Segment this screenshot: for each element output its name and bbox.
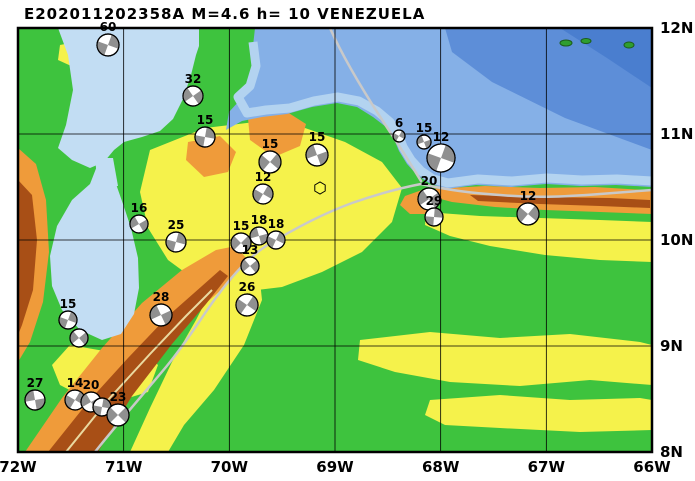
lon-label: 66W <box>633 458 671 476</box>
deep-caribbean <box>445 28 652 150</box>
focal-mechanism-ball[interactable] <box>164 230 188 254</box>
depth-label: 16 <box>131 201 148 215</box>
focal-mechanism-ball[interactable] <box>391 128 407 144</box>
depth-label: 6 <box>395 116 403 130</box>
depth-label: 18 <box>268 217 285 231</box>
water-bodies <box>50 28 652 340</box>
station-hexagon[interactable] <box>314 181 326 195</box>
depth-label: 12 <box>255 170 272 184</box>
focal-mechanism-ball[interactable] <box>127 212 152 237</box>
depth-label: 20 <box>83 378 100 392</box>
focal-mechanism-ball[interactable] <box>66 325 91 350</box>
lon-label: 70W <box>211 458 249 476</box>
lon-label: 69W <box>316 458 354 476</box>
depth-label: 25 <box>168 218 185 232</box>
graticule <box>18 28 652 452</box>
shallow-coastal-water <box>233 41 652 188</box>
focal-mechanism-ball[interactable] <box>179 82 207 110</box>
depth-label: 29 <box>426 194 443 208</box>
island <box>559 39 573 47</box>
depth-label: 14 <box>67 376 84 390</box>
lat-label: 9N <box>660 337 683 355</box>
focal-mechanism-ball[interactable] <box>193 125 216 148</box>
focal-mechanism-ball[interactable] <box>23 388 46 411</box>
lon-label: 67W <box>528 458 566 476</box>
focal-mechanism-ball[interactable] <box>264 228 288 252</box>
focal-mechanism-ball[interactable] <box>303 141 331 169</box>
depth-label: 12 <box>433 130 450 144</box>
plate-boundary-line <box>93 28 652 452</box>
focal-mechanism-ball[interactable] <box>424 207 444 227</box>
lon-label: 71W <box>105 458 143 476</box>
focal-mechanism-ball[interactable] <box>513 199 544 230</box>
lat-label: 10N <box>660 231 693 249</box>
map-frame <box>16 26 654 454</box>
depth-label: 15 <box>309 130 326 144</box>
island <box>623 41 635 49</box>
depth-label: 18 <box>251 213 268 227</box>
focal-mechanism-ball[interactable] <box>423 140 459 176</box>
depth-label: 12 <box>520 189 537 203</box>
lat-label: 11N <box>660 125 693 143</box>
lat-label: 8N <box>660 443 683 461</box>
focal-mechanism-ball[interactable] <box>146 300 175 329</box>
depth-label: 15 <box>233 219 250 233</box>
island <box>580 38 592 44</box>
depth-label: 23 <box>110 390 127 404</box>
focal-mechanism-ball[interactable] <box>248 225 270 247</box>
depth-label: 32 <box>185 72 202 86</box>
depth-label: 15 <box>262 137 279 151</box>
axis-labels: 72W 71W 70W 69W 68W 67W 66W 12N 11N 10N 9N 8N <box>0 19 693 476</box>
focal-mechanism-ball[interactable] <box>249 180 276 207</box>
focal-mechanism-ball[interactable] <box>94 31 122 59</box>
depth-label: 15 <box>60 297 77 311</box>
focal-mechanism-ball[interactable] <box>415 133 433 151</box>
plot-title: E202011202358A M=4.6 h= 10 VENEZUELA <box>24 5 426 23</box>
gulf-of-venezuela <box>58 28 199 168</box>
depth-label: 15 <box>197 113 214 127</box>
focal-mechanism-ball[interactable] <box>255 147 286 178</box>
focal-mechanism-ball[interactable] <box>56 308 79 331</box>
depth-label: 15 <box>416 121 433 135</box>
depth-label: 28 <box>153 290 170 304</box>
lon-label: 72W <box>0 458 37 476</box>
lon-label: 68W <box>422 458 460 476</box>
focal-mechanism-ball[interactable] <box>227 229 255 257</box>
lat-label: 12N <box>660 19 693 37</box>
focal-mechanism-ball[interactable] <box>102 399 133 430</box>
depth-label: 26 <box>239 280 256 294</box>
depth-label: 13 <box>242 243 259 257</box>
focal-mechanism-ball[interactable] <box>232 290 263 321</box>
depth-label: 27 <box>27 376 44 390</box>
focal-mechanism-ball[interactable] <box>237 253 262 278</box>
lake-maracaibo <box>50 166 139 340</box>
depth-label: 20 <box>421 174 438 188</box>
andes-crest-line <box>65 289 213 452</box>
